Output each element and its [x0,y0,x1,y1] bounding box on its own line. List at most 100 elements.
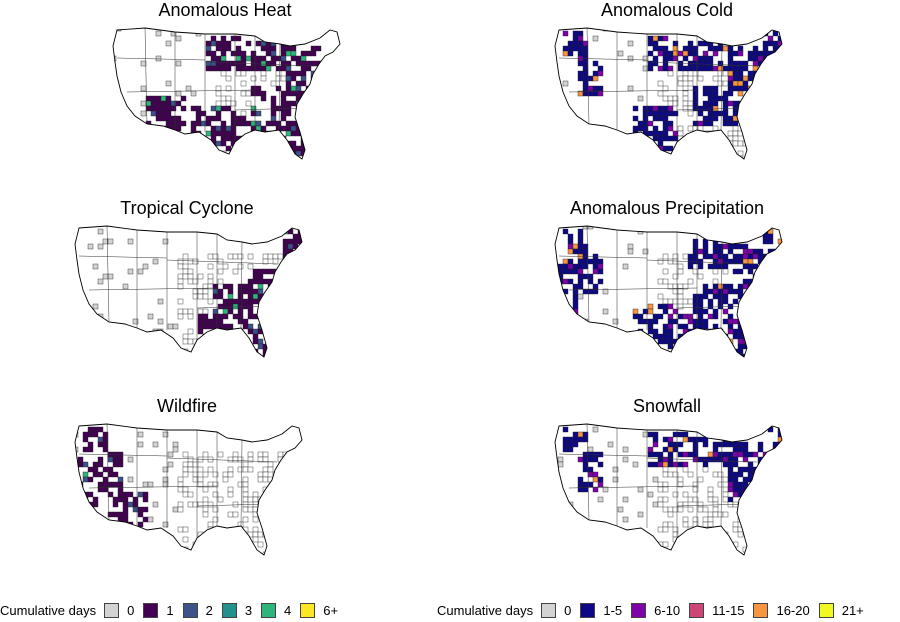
county-cell [280,55,287,62]
county-cell [557,288,564,295]
county-cell [682,491,689,498]
county-cell [282,263,289,270]
county-cell [215,140,222,147]
county-cell [783,522,787,527]
county-cell [280,45,287,52]
county-cell [747,303,754,310]
county-cell [757,268,764,275]
county-cell [762,526,769,533]
county-cell [702,308,709,315]
county-cell [748,557,753,562]
county-cell [160,100,167,107]
county-cell [277,273,284,280]
county-cell [202,496,209,503]
county-cell [592,35,599,42]
state-boundary [586,424,590,521]
county-cell [257,541,264,548]
county-cell [692,531,699,538]
county-cell [783,432,787,437]
county-cell [207,501,214,508]
county-cell [82,333,89,340]
county-cell [697,120,704,127]
map-panel-wildfire: Wildfire [22,396,352,586]
county-cell [707,516,714,523]
county-cell [707,115,714,122]
county-cell [707,496,714,503]
county-cell [310,85,317,92]
county-cell [657,303,664,310]
county-cell [227,471,234,478]
county-cell [722,343,729,350]
us-county-map [554,423,787,562]
county-cell [647,110,654,117]
county-cell [257,531,264,538]
county-cell [242,551,249,555]
county-cell [777,471,782,478]
county-cell [195,115,202,122]
county-cell [212,353,219,357]
county-cell [297,278,302,285]
county-cell [717,65,724,72]
county-cell [182,471,189,478]
county-cell [662,323,669,330]
county-cell [742,243,749,250]
county-cell [235,35,242,42]
county-cell [582,343,589,350]
county-cell [657,135,664,142]
county-cell [200,135,207,142]
county-cell [652,55,659,62]
legend-item: 0 [104,602,134,618]
county-cell [592,451,599,458]
county-cell [245,90,252,97]
county-cell [107,466,114,473]
county-cell [192,278,199,285]
county-cell [767,233,774,240]
county-cell [732,333,739,340]
county-cell [717,45,724,52]
county-cell [215,100,222,107]
state-boundary [196,503,268,507]
county-cell [667,446,674,453]
county-cell [182,353,189,357]
county-cell [662,308,669,315]
county-cell [112,521,119,528]
county-cell [282,283,289,290]
county-cell [582,70,589,77]
county-cell [717,70,724,77]
county-cell [275,120,282,127]
county-cell [672,446,679,453]
county-cell [592,288,599,295]
county-cell [120,115,127,122]
county-cell [727,50,734,57]
county-cell [210,130,217,137]
county-cell [227,353,234,357]
county-cell [762,536,769,543]
county-cell [772,303,779,310]
county-cell [682,516,689,523]
county-cell [727,313,734,320]
county-cell [260,65,267,72]
county-cell [182,526,189,533]
county-cell [682,105,689,112]
state-boundary [240,439,243,527]
county-cell [195,145,202,152]
county-cell [335,140,340,147]
county-cell [572,441,579,448]
county-cell [652,551,659,555]
county-cell [217,288,224,295]
county-cell [197,273,204,280]
county-cell [722,476,729,483]
county-cell [682,70,689,77]
county-cell [265,140,272,147]
county-cell [757,70,764,77]
county-cell [682,353,689,357]
legend-label: 16-20 [776,602,810,618]
county-cell [562,426,569,433]
county-cell [87,243,94,250]
county-cell [762,80,769,87]
county-cell [697,298,704,305]
county-cell [117,521,124,528]
county-cell [330,120,337,127]
county-cell [287,283,294,290]
county-cell [747,451,754,458]
